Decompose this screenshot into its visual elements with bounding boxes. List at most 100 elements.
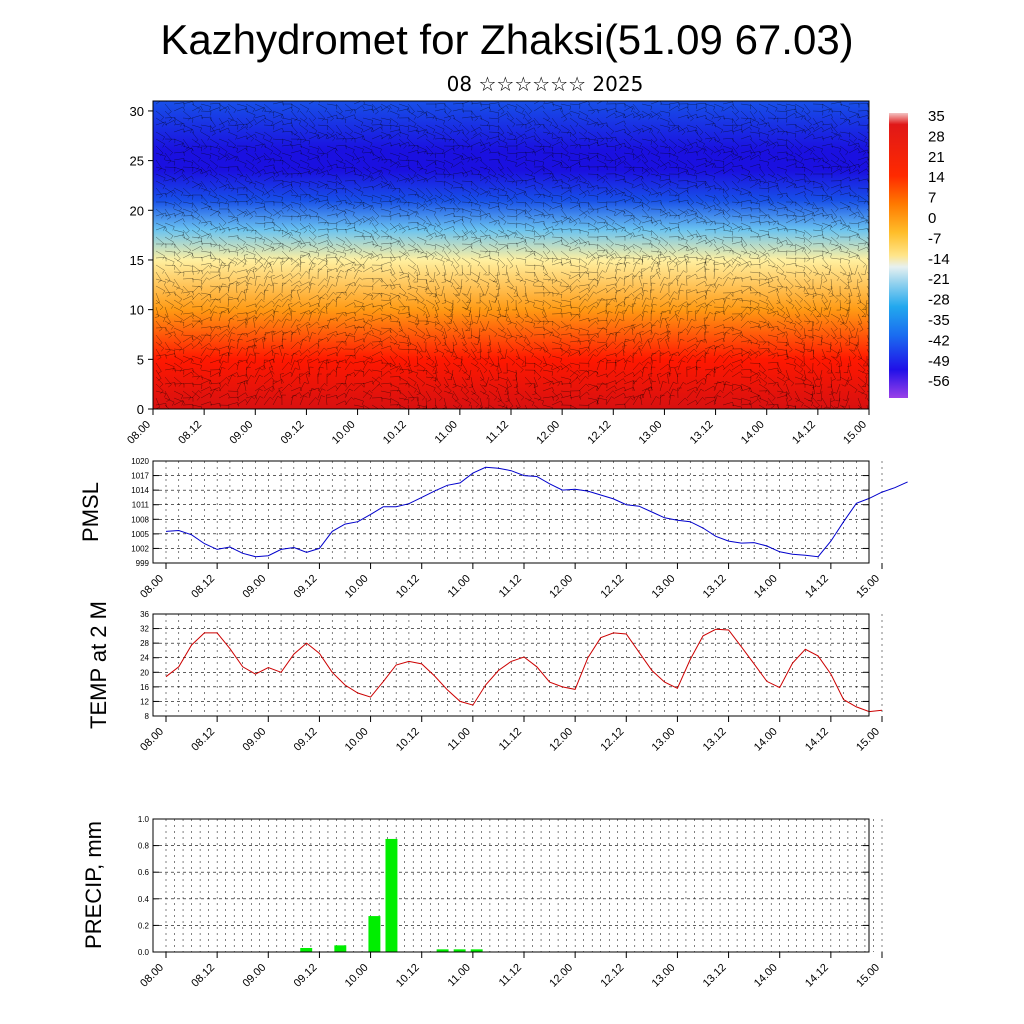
precip-bar [436, 949, 449, 952]
x-tick-label: 12.00 [547, 726, 575, 754]
pmsl-x-axis: 08.00 08.12 09.00 09.12 10.00 10.12 11.00 11.12… [138, 563, 883, 601]
y-tick-label: 36 [140, 610, 149, 619]
x-tick-label: 10.12 [381, 419, 409, 447]
page-title: Kazhydromet for Zhaksi(51.09 67.03) [160, 16, 854, 63]
y-tick-label: 8 [145, 712, 150, 721]
precip-bar [334, 945, 347, 952]
x-tick-label: 08.12 [189, 726, 217, 754]
x-tick-label: 10.12 [394, 726, 422, 754]
x-tick-label: 11.12 [497, 962, 524, 989]
y-tick-label: 999 [136, 559, 150, 568]
cross-section-x-axis: 08.00 08.12 09.00 09.12 10.00 10.12 11.00 11.12… [125, 409, 870, 447]
x-tick-label: 09.00 [240, 573, 268, 601]
x-tick-label: 13.12 [701, 962, 729, 990]
colorbar-label: 21 [928, 149, 945, 166]
x-tick-label: 12.12 [598, 962, 626, 990]
x-tick-label: 14.00 [752, 573, 780, 601]
x-tick-label: 12.00 [547, 962, 575, 990]
x-tick-label: 12.12 [585, 419, 613, 447]
y-tick-label: 10 [130, 303, 144, 318]
colorbar-label: 14 [928, 169, 945, 186]
x-tick-label: 13.00 [650, 573, 678, 601]
y-tick-label: 0.4 [138, 895, 150, 904]
y-tick-label: 0.6 [138, 868, 150, 877]
x-tick-label: 10.00 [330, 419, 358, 447]
x-tick-label: 09.00 [240, 962, 268, 990]
y-tick-label: 0.0 [138, 948, 150, 957]
precip-x-axis: 08.00 08.12 09.00 09.12 10.00 10.12 11.00 11.12… [138, 952, 883, 990]
y-tick-label: 1002 [131, 544, 149, 553]
precip-bar [300, 948, 313, 952]
x-tick-label: 14.12 [790, 419, 818, 447]
y-tick-label: 1014 [131, 486, 149, 495]
pmsl-grid [153, 460, 883, 564]
y-tick-label: 1017 [131, 472, 149, 481]
y-tick-label: 15 [130, 253, 144, 268]
x-tick-label: 09.12 [292, 962, 320, 990]
cross-section-y-axis: 0 5 10 15 20 25 30 [130, 104, 153, 417]
x-tick-label: 12.12 [598, 573, 626, 601]
x-tick-label: 09.12 [279, 419, 307, 447]
x-tick-label: 12.00 [547, 573, 575, 601]
y-tick-label: 32 [140, 625, 149, 634]
precip-grid [153, 818, 883, 953]
x-tick-label: 14.12 [803, 573, 831, 601]
colorbar-label: 0 [928, 210, 936, 227]
pmsl-y-axis-label: PMSL [78, 482, 103, 542]
x-tick-label: 14.00 [752, 962, 780, 990]
cross-section-chart: 0 5 10 15 20 25 30 08.00 08.12 09.00 09.12 10.00 10… [125, 100, 870, 447]
temp-series-line [165, 628, 883, 713]
x-tick-label: 09.00 [240, 726, 268, 754]
colorbar-label: 7 [928, 190, 936, 207]
y-tick-label: 30 [130, 104, 144, 119]
page-subtitle: 08 ☆☆☆☆☆☆ 2025 [446, 72, 644, 96]
x-tick-label: 14.00 [739, 419, 767, 447]
pmsl-y-axis: 999 1002 1005 1008 1011 1014 1017 1020 [131, 457, 869, 568]
x-tick-label: 15.00 [841, 419, 869, 447]
y-tick-label: 1005 [131, 530, 149, 539]
x-tick-label: 13.12 [701, 726, 729, 754]
colorbar-labels: 35 28 21 14 7 0 -7 -14 -21 -28 -35 -42 -49 -56 [928, 108, 950, 390]
x-tick-label: 11.00 [446, 726, 473, 753]
x-tick-label: 14.00 [752, 726, 780, 754]
temp-y-axis: 8 12 16 20 24 28 32 36 [140, 610, 869, 721]
y-tick-label: 0.2 [138, 921, 150, 930]
x-tick-label: 11.12 [484, 419, 511, 446]
y-tick-label: 25 [130, 154, 144, 169]
temp-grid [153, 613, 883, 717]
x-tick-label: 15.00 [854, 573, 882, 601]
x-tick-label: 08.00 [138, 573, 166, 601]
x-tick-label: 11.12 [497, 573, 524, 600]
temp-y-axis-label: TEMP at 2 M [86, 601, 111, 729]
temp-chart: 8 12 16 20 24 28 32 36 08.00 08.12 09.00 09.12 10.0… [86, 601, 883, 754]
precip-chart: 0.0 0.2 0.4 0.6 0.8 1.0 08.00 08.12 09.00 09.12 1… [81, 815, 883, 990]
precip-frame [152, 818, 870, 953]
precip-bar [470, 949, 483, 952]
y-tick-label: 1011 [132, 501, 150, 510]
y-tick-label: 12 [140, 697, 149, 706]
x-tick-label: 09.00 [227, 419, 255, 447]
x-tick-label: 11.00 [433, 419, 460, 446]
pmsl-frame [152, 460, 870, 564]
x-tick-label: 08.12 [189, 962, 217, 990]
precip-bar [385, 838, 398, 952]
x-tick-label: 10.12 [394, 962, 422, 990]
precip-bar [453, 949, 466, 952]
x-tick-label: 08.00 [138, 962, 166, 990]
colorbar-label: -7 [928, 230, 941, 247]
y-tick-label: 1.0 [138, 815, 150, 824]
x-tick-label: 15.00 [854, 962, 882, 990]
x-tick-label: 11.00 [446, 962, 473, 989]
x-tick-label: 10.00 [343, 726, 371, 754]
colorbar-gradient [889, 113, 908, 398]
y-tick-label: 1008 [131, 515, 149, 524]
x-tick-label: 11.00 [446, 573, 473, 600]
y-tick-label: 0.8 [138, 842, 150, 851]
pmsl-series-line [165, 466, 908, 558]
colorbar-label: 28 [928, 128, 945, 145]
x-tick-label: 13.12 [688, 419, 716, 447]
x-tick-label: 15.00 [854, 726, 882, 754]
x-tick-label: 10.12 [394, 573, 422, 601]
colorbar: 35 28 21 14 7 0 -7 -14 -21 -28 -35 -42 -49 -56 [889, 108, 950, 398]
